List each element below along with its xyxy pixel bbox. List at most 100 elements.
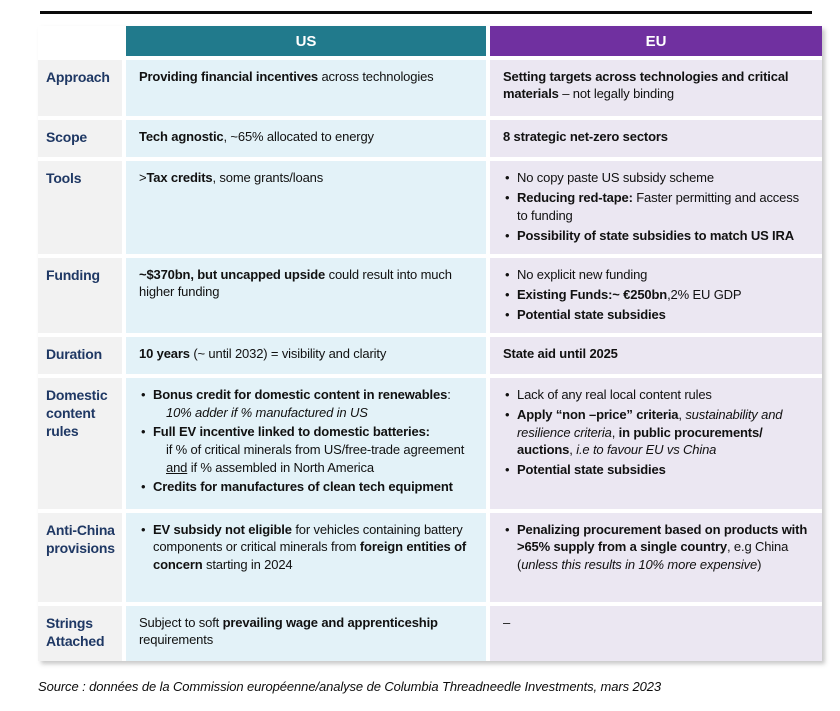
- row-label: Anti-China provisions: [38, 512, 122, 602]
- eu-cell: 8 strategic net-zero sectors: [490, 120, 822, 157]
- text-segment: ): [757, 556, 762, 572]
- table-header-row: US EU: [38, 26, 822, 56]
- text-segment: No explicit new funding: [517, 266, 648, 282]
- bullet-item: Existing Funds:~ €250bn,2% EU GDP: [503, 286, 812, 304]
- text-segment: unless this results in 10% more expensiv…: [521, 556, 758, 572]
- us-column-header: US: [126, 26, 486, 56]
- us-cell: Bonus credit for domestic content in ren…: [126, 377, 486, 509]
- text-segment: EV subsidy not eligible: [153, 521, 292, 537]
- bullet-item: Potential state subsidies: [503, 461, 812, 479]
- text-segment: Potential state subsidies: [517, 307, 666, 323]
- text-segment: in public procurements/ auctions: [517, 424, 763, 458]
- text-segment: Reducing red-tape:: [517, 190, 633, 206]
- eu-cell: Lack of any real local content rules Appl…: [490, 377, 822, 509]
- text-line: Subject to soft prevailing wage and appr…: [139, 614, 476, 649]
- text-segment: Existing Funds:~ €250bn: [517, 287, 668, 303]
- text-segment: , some grants/loans: [212, 170, 324, 185]
- text-segment: for vehicles containing battery componen…: [153, 521, 463, 555]
- text-segment: i.e to favour EU vs China: [576, 442, 717, 458]
- text-segment: starting in 2024: [202, 556, 293, 572]
- text-segment: Tech agnostic: [139, 129, 224, 144]
- text-line: State aid until 2025: [503, 345, 812, 362]
- text-segment: State aid until 2025: [503, 345, 618, 361]
- bullet-item: Credits for manufactures of clean tech e…: [139, 478, 476, 496]
- text-segment: (~ until 2032) = visibility and clarity: [189, 345, 387, 361]
- table-row: Scope Tech agnostic, ~65% allocated to e…: [38, 120, 822, 157]
- table-row: Approach Providing financial incentives …: [38, 60, 822, 116]
- text-segment: Penalizing procurement based on products…: [517, 521, 808, 555]
- text-segment: ,: [569, 442, 577, 458]
- text-segment: , e.g China (: [517, 539, 789, 572]
- text-line: –: [503, 614, 812, 631]
- text-segment: ,2% EU GDP: [667, 287, 742, 303]
- eu-cell: No copy paste US subsidy scheme Reducing …: [490, 161, 822, 254]
- text-segment: 8 strategic net-zero sectors: [503, 129, 668, 144]
- us-cell: 10 years (~ until 2032) = visibility and…: [126, 336, 486, 374]
- us-cell: >Tax credits, some grants/loans: [126, 161, 486, 254]
- header-spacer: [38, 26, 122, 56]
- text-line: >Tax credits, some grants/loans: [139, 169, 476, 186]
- text-segment: requirements: [139, 632, 214, 648]
- comparison-table: US EU Approach Providing financial incen…: [38, 26, 822, 661]
- bullet-item: Apply “non –price” criteria, sustainabil…: [503, 406, 812, 458]
- us-cell: ~$370bn, but uncapped upside could resul…: [126, 257, 486, 333]
- text-line: 10 years (~ until 2032) = visibility and…: [139, 345, 476, 362]
- row-label: Scope: [38, 120, 122, 157]
- bullet-item: Possibility of state subsidies to match …: [503, 227, 812, 245]
- text-line: 8 strategic net-zero sectors: [503, 128, 812, 145]
- text-segment: ~$370bn, but uncapped upside: [139, 266, 326, 282]
- text-segment: 10% adder if % manufactured in US: [166, 405, 368, 421]
- text-segment: Bonus credit for domestic content in ren…: [153, 386, 448, 402]
- text-line: ~$370bn, but uncapped upside could resul…: [139, 266, 476, 301]
- row-label: Duration: [38, 336, 122, 374]
- table-row: Funding ~$370bn, but uncapped upside cou…: [38, 257, 822, 333]
- table-body: Approach Providing financial incentives …: [38, 60, 822, 661]
- bullet-item: Penalizing procurement based on products…: [503, 521, 812, 573]
- text-segment: :: [447, 386, 451, 402]
- table-row: Domestic content rules Bonus credit for …: [38, 377, 822, 509]
- text-segment: Possibility of state subsidies to match …: [517, 228, 794, 244]
- us-cell: EV subsidy not eligible for vehicles con…: [126, 512, 486, 602]
- bullet-item: Potential state subsidies: [503, 306, 812, 324]
- text-segment: Tax credits: [146, 170, 213, 185]
- text-segment: ,: [678, 407, 686, 423]
- text-segment: if % of critical minerals from US/free-t…: [166, 442, 465, 458]
- table-row: Anti-China provisions EV subsidy not eli…: [38, 512, 822, 602]
- text-segment: prevailing wage and apprenticeship: [222, 614, 438, 630]
- text-segment: Potential state subsidies: [517, 462, 666, 478]
- eu-cell: –: [490, 605, 822, 661]
- bullet-item: No explicit new funding: [503, 266, 812, 284]
- text-segment: foreign entities of concern: [153, 539, 467, 572]
- bullet-item: Lack of any real local content rules: [503, 386, 812, 404]
- text-segment: could result into much higher funding: [139, 266, 452, 300]
- eu-column-header: EU: [490, 26, 822, 56]
- row-label: Approach: [38, 60, 122, 116]
- text-segment: ,: [611, 424, 619, 440]
- text-line: Providing financial incentives across te…: [139, 68, 476, 85]
- text-line: if % of critical minerals from US/free-t…: [139, 441, 476, 458]
- eu-cell: Penalizing procurement based on products…: [490, 512, 822, 602]
- us-cell: Tech agnostic, ~65% allocated to energy: [126, 120, 486, 157]
- eu-cell: State aid until 2025: [490, 336, 822, 374]
- eu-cell: No explicit new funding Existing Funds:~ …: [490, 257, 822, 333]
- text-segment: No copy paste US subsidy scheme: [517, 170, 714, 185]
- table-row: Duration 10 years (~ until 2032) = visib…: [38, 336, 822, 374]
- text-line: Setting targets across technologies and …: [503, 68, 812, 103]
- text-line: Tech agnostic, ~65% allocated to energy: [139, 128, 476, 145]
- top-divider: [40, 11, 812, 14]
- text-line: 10% adder if % manufactured in US: [139, 404, 476, 421]
- bullet-item: Reducing red-tape: Faster permitting and…: [503, 189, 812, 224]
- table-row: Strings Attached Subject to soft prevail…: [38, 605, 822, 661]
- row-label: Strings Attached: [38, 605, 122, 661]
- bullet-item: No copy paste US subsidy scheme: [503, 169, 812, 187]
- text-segment: Lack of any real local content rules: [517, 386, 712, 402]
- text-segment: – not legally binding: [558, 86, 674, 102]
- text-segment: Full EV incentive linked to domestic bat…: [153, 423, 430, 439]
- row-label: Tools: [38, 161, 122, 254]
- text-segment: 10 years: [139, 345, 190, 361]
- text-segment: Providing financial incentives: [139, 69, 318, 84]
- text-segment: Faster permitting and access to funding: [517, 190, 799, 223]
- text-segment: and: [166, 460, 188, 476]
- bullet-item: Bonus credit for domestic content in ren…: [139, 386, 476, 404]
- row-label: Funding: [38, 257, 122, 333]
